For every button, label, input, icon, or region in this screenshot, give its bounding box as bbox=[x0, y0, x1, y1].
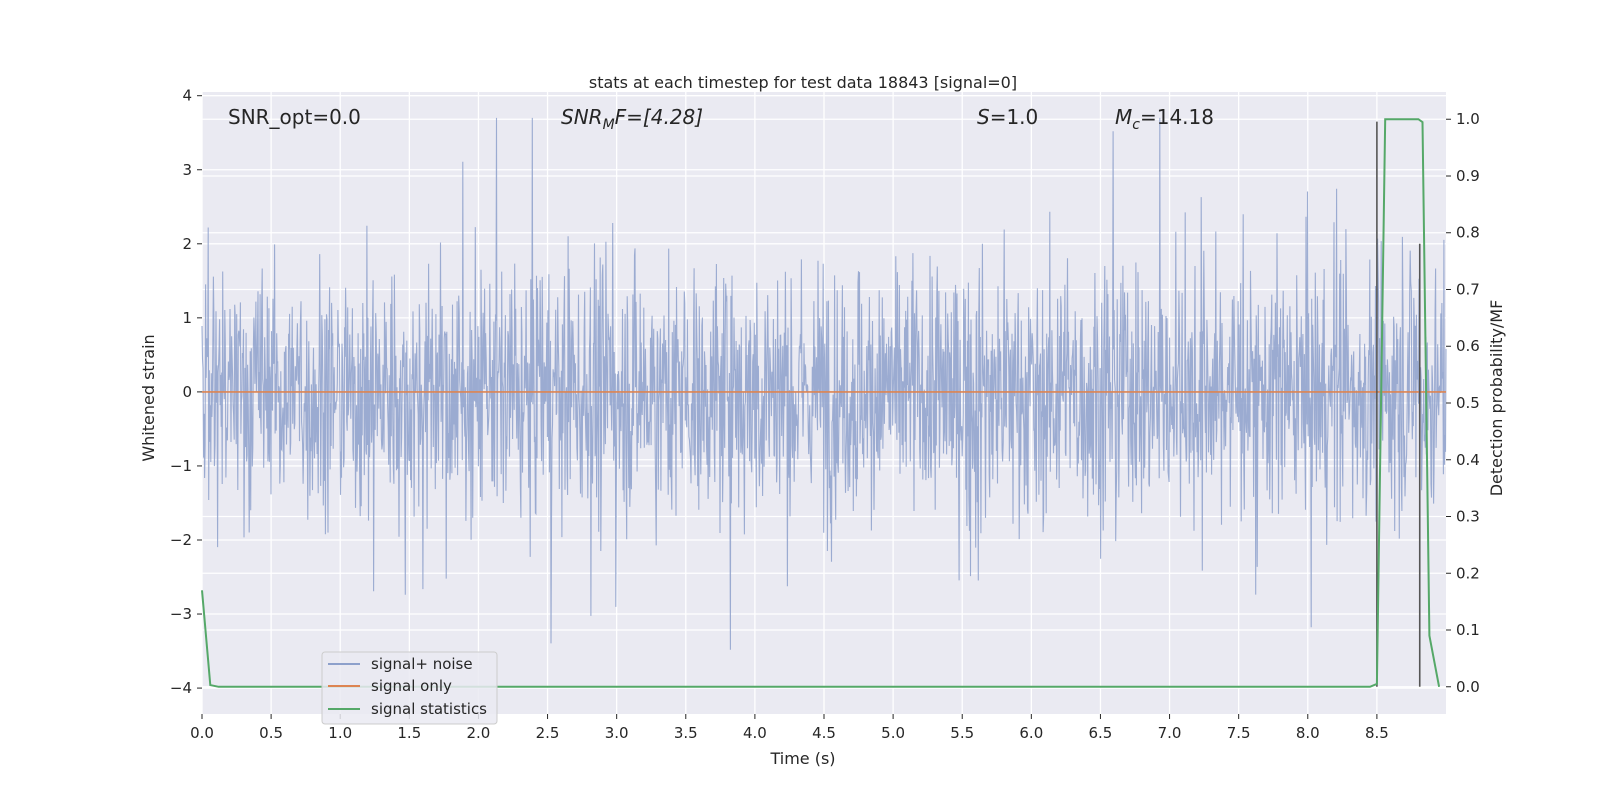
y-right-tick-label-5: 0.5 bbox=[1456, 394, 1480, 412]
y-left-tick-label-3: 1 bbox=[182, 309, 192, 327]
y-right-tick-label-2: 0.8 bbox=[1456, 224, 1480, 242]
y-right-tick-label-1: 0.9 bbox=[1456, 167, 1480, 185]
y-right-tick-label-7: 0.3 bbox=[1456, 508, 1480, 526]
legend-entry-signal-noise: signal+ noise bbox=[371, 655, 473, 673]
series-signal-noise bbox=[201, 117, 1447, 650]
y-right-tick-label-10: 0.0 bbox=[1456, 678, 1480, 696]
x-tick-label-7: 3.5 bbox=[674, 724, 698, 742]
y-axis-left-label: Whitened strain bbox=[139, 334, 158, 461]
x-tick-label-3: 1.5 bbox=[397, 724, 421, 742]
annotation-mc-main: M bbox=[1115, 105, 1132, 129]
series-signal-statistics-line bbox=[201, 118, 1441, 688]
annotation-mc: Mc=14.18 bbox=[1115, 105, 1214, 133]
annotation-mc-sub: c bbox=[1132, 117, 1140, 133]
annotation-snr-opt: SNR_opt=0.0 bbox=[228, 105, 361, 129]
annotation-snr-mf-sub: M bbox=[603, 117, 615, 133]
x-tick-label-14: 7.0 bbox=[1158, 724, 1182, 742]
annotation-snr-mf-rest: F=[4.28] bbox=[615, 105, 703, 129]
x-tick-label-10: 5.0 bbox=[881, 724, 905, 742]
y-right-tick-label-6: 0.4 bbox=[1456, 451, 1480, 469]
y-left-tick-label-0: 4 bbox=[182, 87, 192, 105]
y-right-tick-label-9: 0.1 bbox=[1456, 621, 1480, 639]
x-tick-label-16: 8.0 bbox=[1296, 724, 1320, 742]
annotation-s: S=1.0 bbox=[977, 105, 1038, 129]
y-left-tick-label-5: −1 bbox=[170, 457, 192, 475]
legend-entry-signal-only: signal only bbox=[371, 677, 452, 695]
x-tick-label-12: 6.0 bbox=[1019, 724, 1043, 742]
y-left-tick-label-7: −3 bbox=[170, 605, 192, 623]
x-tick-label-11: 5.5 bbox=[950, 724, 974, 742]
y-axis-right-ticks: 1.0 0.9 0.8 0.7 0.6 0.5 0.4 0.3 0.2 0.1 0.0 bbox=[1446, 110, 1480, 696]
chart-title: stats at each timestep for test data 188… bbox=[589, 73, 1017, 92]
y-left-tick-label-2: 2 bbox=[182, 235, 192, 253]
annotation-snr-mf: SNRMF=[4.28] bbox=[561, 105, 703, 133]
y-right-tick-label-3: 0.7 bbox=[1456, 280, 1480, 298]
annotation-mc-rest: =14.18 bbox=[1140, 105, 1214, 129]
legend-box bbox=[321, 651, 498, 725]
y-right-tick-label-8: 0.2 bbox=[1456, 564, 1480, 582]
y-left-tick-label-1: 3 bbox=[182, 161, 192, 179]
y-left-tick-label-4: 0 bbox=[182, 383, 192, 401]
legend: signal+ noise signal only signal statist… bbox=[321, 651, 498, 725]
legend-entry-signal-statistics: signal statistics bbox=[371, 700, 487, 718]
y-left-tick-label-6: −2 bbox=[170, 531, 192, 549]
x-tick-label-6: 3.0 bbox=[605, 724, 629, 742]
x-tick-label-8: 4.0 bbox=[743, 724, 767, 742]
annotation-s-rest: =1.0 bbox=[990, 105, 1039, 129]
x-axis-label: Time (s) bbox=[769, 749, 835, 768]
y-right-tick-label-4: 0.6 bbox=[1456, 337, 1480, 355]
x-tick-label-4: 2.0 bbox=[467, 724, 491, 742]
x-axis-ticks: 0.0 0.5 1.0 1.5 2.0 2.5 3.0 3.5 4.0 4.5 5.0 5.5 6.0 6… bbox=[190, 714, 1389, 742]
x-tick-label-17: 8.5 bbox=[1365, 724, 1389, 742]
y-right-tick-label-0: 1.0 bbox=[1456, 110, 1480, 128]
annotation-s-main: S bbox=[977, 105, 990, 129]
y-left-tick-label-8: −4 bbox=[170, 679, 192, 697]
x-tick-label-0: 0.0 bbox=[190, 724, 214, 742]
vertical-markers bbox=[1376, 121, 1421, 687]
y-axis-right-label: Detection probability/MF bbox=[1487, 300, 1506, 497]
x-tick-label-15: 7.5 bbox=[1227, 724, 1251, 742]
x-tick-label-2: 1.0 bbox=[328, 724, 352, 742]
annotation-snr-mf-main: SNR bbox=[561, 105, 603, 129]
x-tick-label-13: 6.5 bbox=[1089, 724, 1113, 742]
x-tick-label-1: 0.5 bbox=[259, 724, 283, 742]
series-signal-statistics bbox=[201, 118, 1441, 688]
x-tick-label-9: 4.5 bbox=[812, 724, 836, 742]
x-tick-label-5: 2.5 bbox=[536, 724, 560, 742]
series-signal-noise-line bbox=[201, 117, 1447, 650]
y-axis-left-ticks: 4 3 2 1 0 −1 −2 −3 −4 bbox=[170, 87, 202, 697]
